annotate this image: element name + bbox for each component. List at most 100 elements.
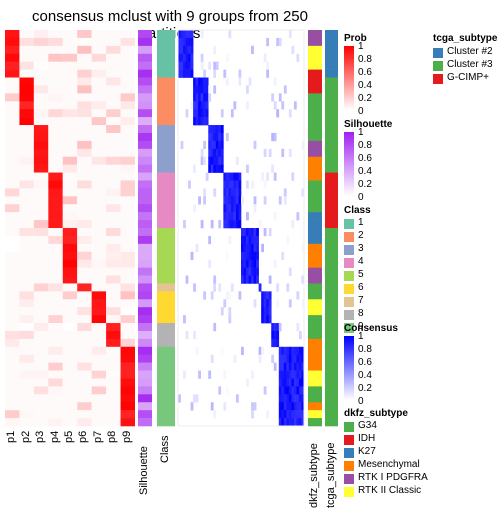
prob-cell — [91, 370, 107, 379]
dkfz-cell — [308, 140, 322, 150]
class-cell — [157, 386, 175, 395]
prob-cell — [120, 402, 135, 411]
consensus-cell — [261, 299, 264, 308]
tcga-cell — [325, 37, 338, 47]
consensus-cell — [253, 299, 257, 308]
prob-cell — [48, 251, 63, 260]
class-cell — [157, 53, 175, 62]
consensus-cell — [235, 172, 239, 181]
prob-cell — [91, 243, 107, 253]
prob-cell — [5, 132, 20, 142]
prob-cell — [77, 140, 92, 150]
prob-cell — [106, 220, 121, 229]
silhouette-cell — [138, 418, 152, 427]
silhouette-legend-tick: 1 — [358, 127, 364, 138]
consensus-cell — [268, 307, 272, 316]
prob-cell — [5, 180, 20, 189]
class-cell — [157, 418, 175, 427]
prob-cell — [33, 69, 49, 78]
consensus-cell — [180, 37, 184, 47]
silhouette-cell — [138, 394, 152, 403]
dkfz-cell — [308, 299, 322, 308]
prob-legend-title: Prob — [344, 33, 367, 44]
prob-cell — [62, 204, 78, 213]
consensus-cell — [233, 212, 237, 221]
prob-cell — [62, 418, 78, 427]
prob-cell — [5, 172, 20, 181]
prob-cell — [19, 156, 34, 165]
prob-cell — [5, 315, 20, 324]
prob-cell — [91, 346, 107, 356]
consensus-cell — [283, 362, 287, 371]
consensus-cell — [233, 354, 237, 363]
prob-cell — [33, 45, 49, 55]
dkfz-cell — [308, 410, 322, 419]
consensus-cell — [188, 180, 191, 189]
consensus-cell — [198, 85, 201, 94]
tcga-cell — [325, 148, 338, 158]
prob-cell — [48, 188, 63, 197]
consensus-cell — [243, 243, 247, 253]
consensus-cell — [213, 283, 217, 292]
prob-cell — [91, 188, 107, 197]
prob-cell — [77, 53, 92, 62]
prob-cell — [77, 418, 92, 427]
dkfz-legend-swatch — [344, 461, 354, 471]
class-cell — [157, 267, 175, 276]
consensus-cell — [278, 362, 282, 371]
consensus-cell — [235, 204, 239, 213]
prob-cell — [91, 386, 107, 395]
prob-cell — [48, 299, 63, 308]
silhouette-cell — [138, 196, 152, 205]
prob-cell — [120, 117, 135, 126]
consensus-cell — [185, 330, 189, 340]
consensus-cell — [223, 220, 227, 229]
consensus-cell — [223, 172, 227, 181]
consensus-cell — [276, 283, 280, 292]
consensus-cell — [218, 283, 222, 292]
prob-cell — [77, 283, 92, 292]
consensus-cell — [205, 93, 209, 102]
consensus-cell — [185, 53, 189, 62]
consensus-cell — [273, 362, 277, 371]
prob-cell — [62, 109, 78, 118]
prob-cell — [106, 228, 121, 237]
prob-cell — [5, 45, 20, 55]
consensus-cell — [283, 386, 287, 395]
prob-cell — [48, 243, 63, 253]
prob-cell — [33, 117, 49, 126]
consensus-cell — [293, 101, 297, 110]
prob-cell — [33, 418, 49, 427]
tcga-cell — [325, 338, 338, 348]
class-cell — [157, 251, 175, 260]
prob-cell — [48, 30, 63, 39]
prob-cell — [77, 228, 92, 237]
prob-cell — [77, 315, 92, 324]
prob-cell — [120, 354, 135, 363]
silhouette-cell — [138, 204, 152, 213]
consensus-cell — [286, 386, 290, 395]
consensus-cell — [278, 346, 282, 356]
consensus-cell — [210, 402, 214, 411]
consensus-cell — [288, 354, 292, 363]
tcga-cell — [325, 132, 338, 142]
class-legend-label: 9 — [358, 321, 364, 332]
tcga-cell — [325, 140, 338, 150]
consensus-cell — [218, 132, 222, 142]
consensus-cell — [246, 228, 249, 237]
prob-cell — [48, 125, 63, 134]
consensus-cell — [251, 410, 254, 419]
consensus-cell — [291, 220, 295, 229]
prob-column-label: p9 — [120, 430, 133, 443]
class-legend-swatch — [344, 323, 354, 333]
consensus-cell — [218, 156, 222, 165]
prob-cell — [48, 220, 63, 229]
consensus-cell — [193, 109, 196, 118]
prob-cell — [5, 235, 20, 245]
prob-cell — [120, 394, 135, 403]
prob-cell — [5, 267, 20, 276]
consensus-cell — [253, 140, 257, 150]
consensus-cell — [273, 212, 277, 221]
prob-cell — [5, 386, 20, 395]
consensus-cell — [223, 299, 227, 308]
